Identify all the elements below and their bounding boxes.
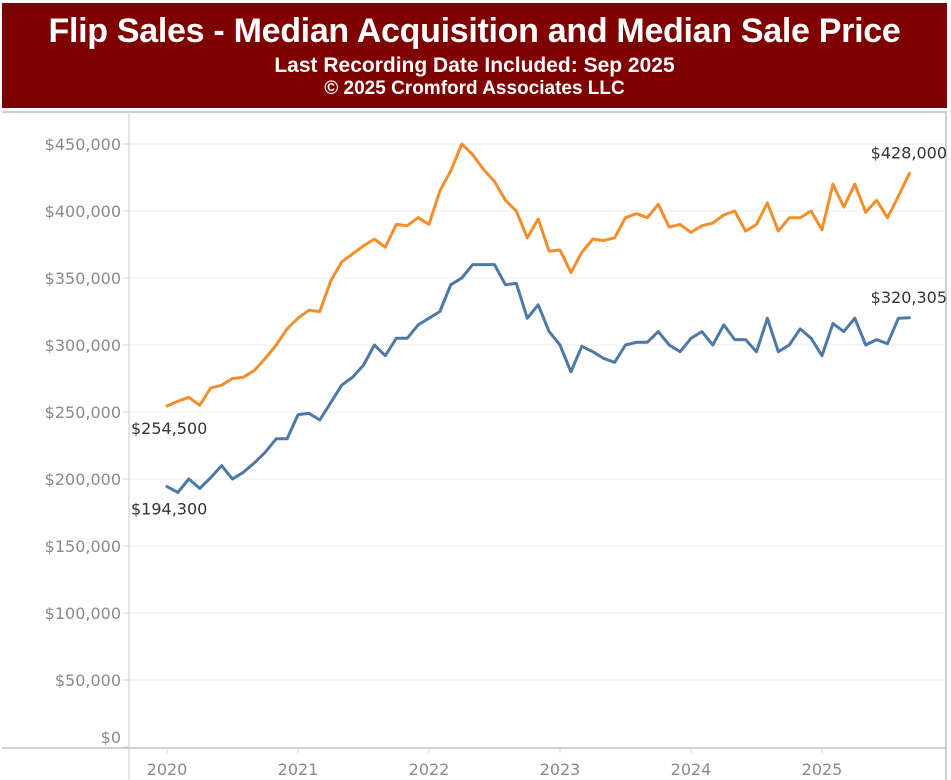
y-tick-label: $200,000 bbox=[45, 470, 121, 489]
first-value-label: $194,300 bbox=[131, 500, 207, 519]
chart-subtitle: Last Recording Date Included: Sep 2025 bbox=[274, 54, 675, 77]
gridlines bbox=[129, 143, 945, 681]
y-tick-label: $50,000 bbox=[55, 671, 121, 690]
data-labels: $254,500 $428,000 $194,300 $320,305 bbox=[131, 143, 947, 518]
x-axis: 2020 2021 2022 2023 2024 2025 bbox=[2, 747, 947, 779]
first-value-label: $254,500 bbox=[131, 419, 207, 438]
last-value-label: $320,305 bbox=[871, 288, 947, 307]
y-tick-label: $100,000 bbox=[45, 604, 121, 623]
chart-title: Flip Sales - Median Acquisition and Medi… bbox=[48, 12, 901, 50]
copyright-notice: © 2025 Cromford Associates LLC bbox=[324, 78, 625, 99]
series-line-acquisition-price bbox=[165, 263, 911, 494]
chart-header: Flip Sales - Median Acquisition and Medi… bbox=[2, 3, 947, 108]
y-tick-label: $0 bbox=[101, 728, 121, 747]
y-axis: $0 $50,000 $100,000 $150,000 $200,000 $250,00… bbox=[45, 113, 130, 780]
chart-frame bbox=[2, 111, 947, 780]
x-tick-label: 2023 bbox=[540, 760, 581, 779]
y-tick-label: $350,000 bbox=[45, 269, 121, 288]
x-tick-label: 2025 bbox=[802, 760, 843, 779]
y-tick-label: $300,000 bbox=[45, 336, 121, 355]
y-tick-label: $150,000 bbox=[45, 537, 121, 556]
series-lines bbox=[165, 142, 911, 494]
y-tick-label: $450,000 bbox=[45, 135, 121, 154]
last-value-label: $428,000 bbox=[871, 143, 947, 162]
x-tick-label: 2020 bbox=[147, 760, 188, 779]
y-tick-label: $400,000 bbox=[45, 202, 121, 221]
x-tick-label: 2024 bbox=[671, 760, 712, 779]
series-line-sale-price bbox=[165, 142, 911, 408]
x-tick-label: 2021 bbox=[278, 760, 319, 779]
y-tick-label: $250,000 bbox=[45, 403, 121, 422]
x-tick-label: 2022 bbox=[409, 760, 450, 779]
